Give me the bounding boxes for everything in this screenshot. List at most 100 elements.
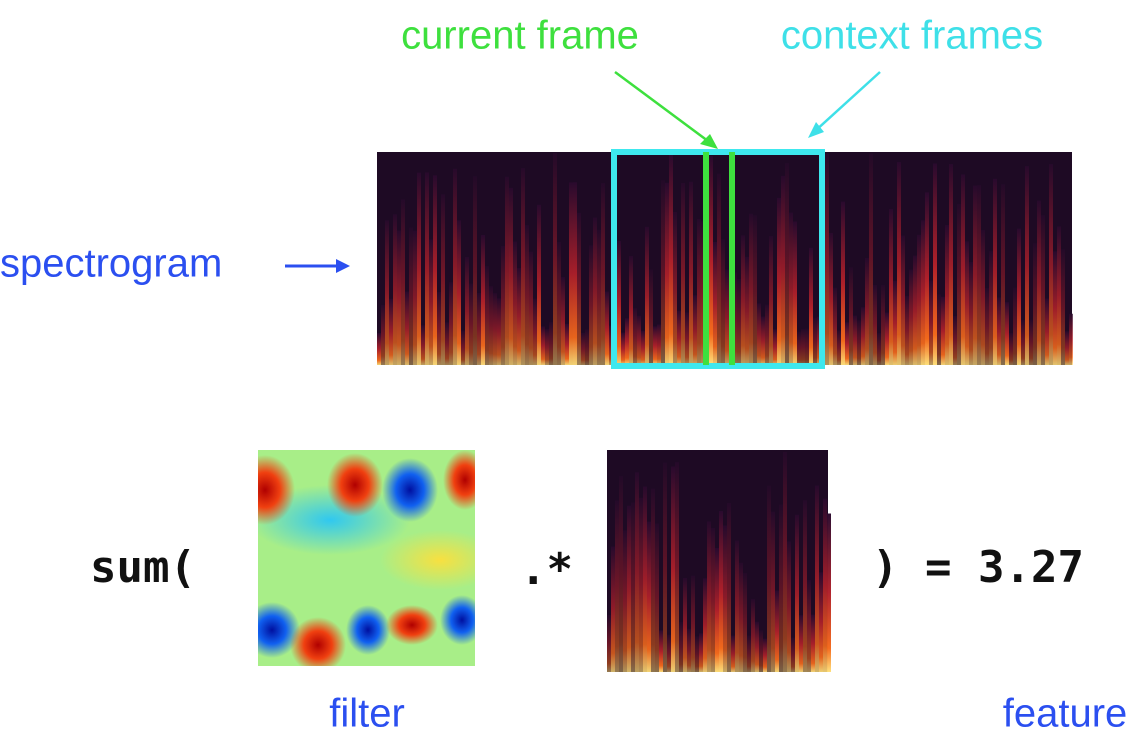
eq-open: sum( — [90, 542, 196, 593]
spectrogram-stripe — [425, 172, 429, 365]
blob — [382, 458, 438, 522]
spectrogram-stripe — [719, 511, 723, 672]
spectrogram-stripe — [689, 182, 693, 365]
spectrogram-stripe — [637, 316, 641, 365]
current-frame-label: current frame — [401, 14, 639, 58]
spectrogram-stripe — [1037, 201, 1041, 365]
spectrogram-stripe — [661, 180, 665, 365]
spectrogram-stripe — [691, 576, 695, 672]
spectrogram-stripe — [783, 452, 787, 672]
spectrogram-stripe — [619, 476, 623, 672]
spectrogram-stripe — [753, 215, 757, 365]
context-frames-label: context frames — [781, 14, 1043, 58]
spectrogram-stripe — [449, 282, 453, 365]
spectrogram-stripe — [699, 633, 703, 672]
spectrogram-stripe — [707, 521, 711, 672]
spectrogram-stripe — [509, 188, 513, 365]
spectrogram-stripe — [825, 154, 829, 365]
spectrogram-stripe — [381, 305, 385, 365]
spectrogram-stripe — [961, 174, 965, 365]
spectrogram-stripe — [873, 285, 877, 365]
spectrogram-stripe — [561, 277, 565, 365]
spectrogram-stripe — [793, 222, 797, 365]
spectrogram-stripe — [641, 331, 645, 365]
spectrogram-stripe — [823, 499, 827, 672]
spectrogram-stripe — [501, 246, 505, 365]
spectrogram-stripe — [801, 329, 805, 365]
spectrogram-stripe — [1057, 226, 1061, 365]
spectrogram-stripe — [751, 599, 755, 672]
spectrogram-stripe — [805, 329, 809, 365]
spectrogram-stripe — [749, 214, 753, 365]
spectrogram-stripe — [1025, 166, 1029, 365]
spectrogram-stripe — [857, 320, 861, 365]
spectrogram-stripe — [667, 635, 671, 672]
spectrogram-stripe — [837, 330, 841, 365]
blob — [380, 530, 500, 590]
spectrogram-stripe — [965, 241, 969, 365]
spectrogram-stripe — [1021, 320, 1025, 365]
spectrogram-stripe — [639, 498, 643, 672]
arrow — [615, 72, 712, 144]
spectrogram-stripe — [945, 225, 949, 365]
spectrogram-stripe — [877, 333, 881, 365]
blob — [235, 455, 295, 525]
spectrogram-stripe — [739, 563, 743, 672]
spectrogram-stripe — [397, 231, 401, 365]
spectrogram-stripe — [769, 236, 773, 365]
spectrogram-stripe — [773, 329, 777, 365]
blob — [443, 450, 487, 510]
spectrogram-stripe — [669, 154, 673, 365]
spectrogram-stripe — [893, 281, 897, 365]
spectrogram-stripe — [727, 503, 731, 672]
spectrogram-stripe — [833, 288, 837, 365]
eq-equals: = — [925, 542, 952, 593]
spectrogram-stripe — [521, 168, 525, 365]
spectrogram-stripe — [461, 330, 465, 365]
arrow — [814, 72, 880, 132]
spectrogram-stripe — [393, 214, 397, 365]
spectrogram-stripe — [429, 240, 433, 365]
spectrogram-stripe — [569, 182, 573, 365]
spectrogram-stripe — [623, 530, 627, 672]
spectrogram-stripe — [905, 296, 909, 365]
spectrogram-stripe — [605, 292, 609, 365]
spectrogram-stripe — [377, 333, 381, 365]
spectrogram-stripe — [453, 169, 457, 365]
eq-op: .* — [520, 544, 573, 595]
spectrogram-stripe — [647, 522, 651, 672]
spectrogram-stripe — [1069, 314, 1073, 365]
spectrogram-stripe — [617, 241, 621, 365]
spectrogram-stripe — [687, 629, 691, 672]
spectrogram-stripe — [625, 318, 629, 365]
spectrogram-stripe — [917, 235, 921, 365]
spectrogram-stripe — [577, 213, 581, 365]
spectrogram-stripe — [827, 514, 831, 672]
spectrogram-stripe — [573, 182, 577, 365]
spectrogram-stripe — [745, 257, 749, 365]
spectrogram-stripe — [513, 242, 517, 365]
eq-close: ) — [872, 542, 899, 593]
spectrogram-stripe — [1065, 331, 1069, 365]
spectrogram-stripe — [759, 630, 763, 672]
spectrogram-stripe — [737, 279, 741, 365]
spectrogram-stripe — [933, 163, 937, 365]
spectrogram-stripe — [683, 578, 687, 672]
spectrogram-stripe — [405, 292, 409, 365]
spectrogram-stripe — [633, 308, 637, 365]
spectrogram-stripe — [781, 176, 785, 365]
spectrogram-label: spectrogram — [0, 242, 222, 286]
spectrogram-stripe — [861, 307, 865, 365]
blob — [346, 605, 390, 655]
spectrogram-stripe — [731, 636, 735, 672]
spectrogram-stripe — [1029, 320, 1033, 365]
spectrogram-stripe — [889, 209, 893, 365]
spectrogram-stripe — [989, 251, 993, 365]
spectrogram-stripe — [985, 288, 989, 365]
spectrogram-stripe — [743, 573, 747, 672]
spectrogram-stripe — [767, 486, 771, 672]
spectrogram-stripe — [679, 622, 683, 672]
spectrogram-stripe — [497, 298, 501, 365]
feature-label: feature — [1003, 692, 1128, 735]
spectrogram-stripe — [389, 299, 393, 365]
